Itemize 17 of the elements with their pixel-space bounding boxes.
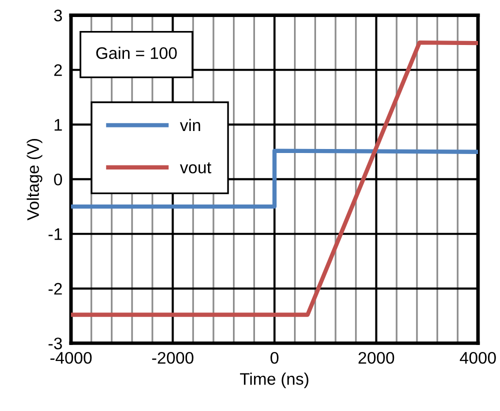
x-tick-label: -2000 — [152, 352, 194, 364]
x-tick-label: 0 — [270, 352, 278, 364]
y-tick-label: 0 — [54, 174, 62, 186]
x-axis-title: Time (ns) — [240, 372, 308, 388]
y-tick-label: -1 — [48, 228, 62, 240]
annotation: Gain = 100 — [96, 46, 177, 60]
x-tick-label: 2000 — [358, 352, 394, 364]
y-tick-label: 3 — [54, 10, 62, 22]
y-tick-label: 2 — [54, 64, 62, 76]
legend-label: vin — [180, 118, 200, 131]
legend-label: vout — [180, 162, 212, 174]
x-tick-label: -4000 — [50, 352, 92, 364]
y-tick-label: -3 — [48, 338, 62, 350]
y-tick-label: -2 — [48, 282, 62, 295]
x-tick-label: 4000 — [460, 352, 496, 364]
y-axis-title: Voltage (V) — [26, 139, 42, 220]
y-tick-label: 1 — [54, 119, 62, 131]
